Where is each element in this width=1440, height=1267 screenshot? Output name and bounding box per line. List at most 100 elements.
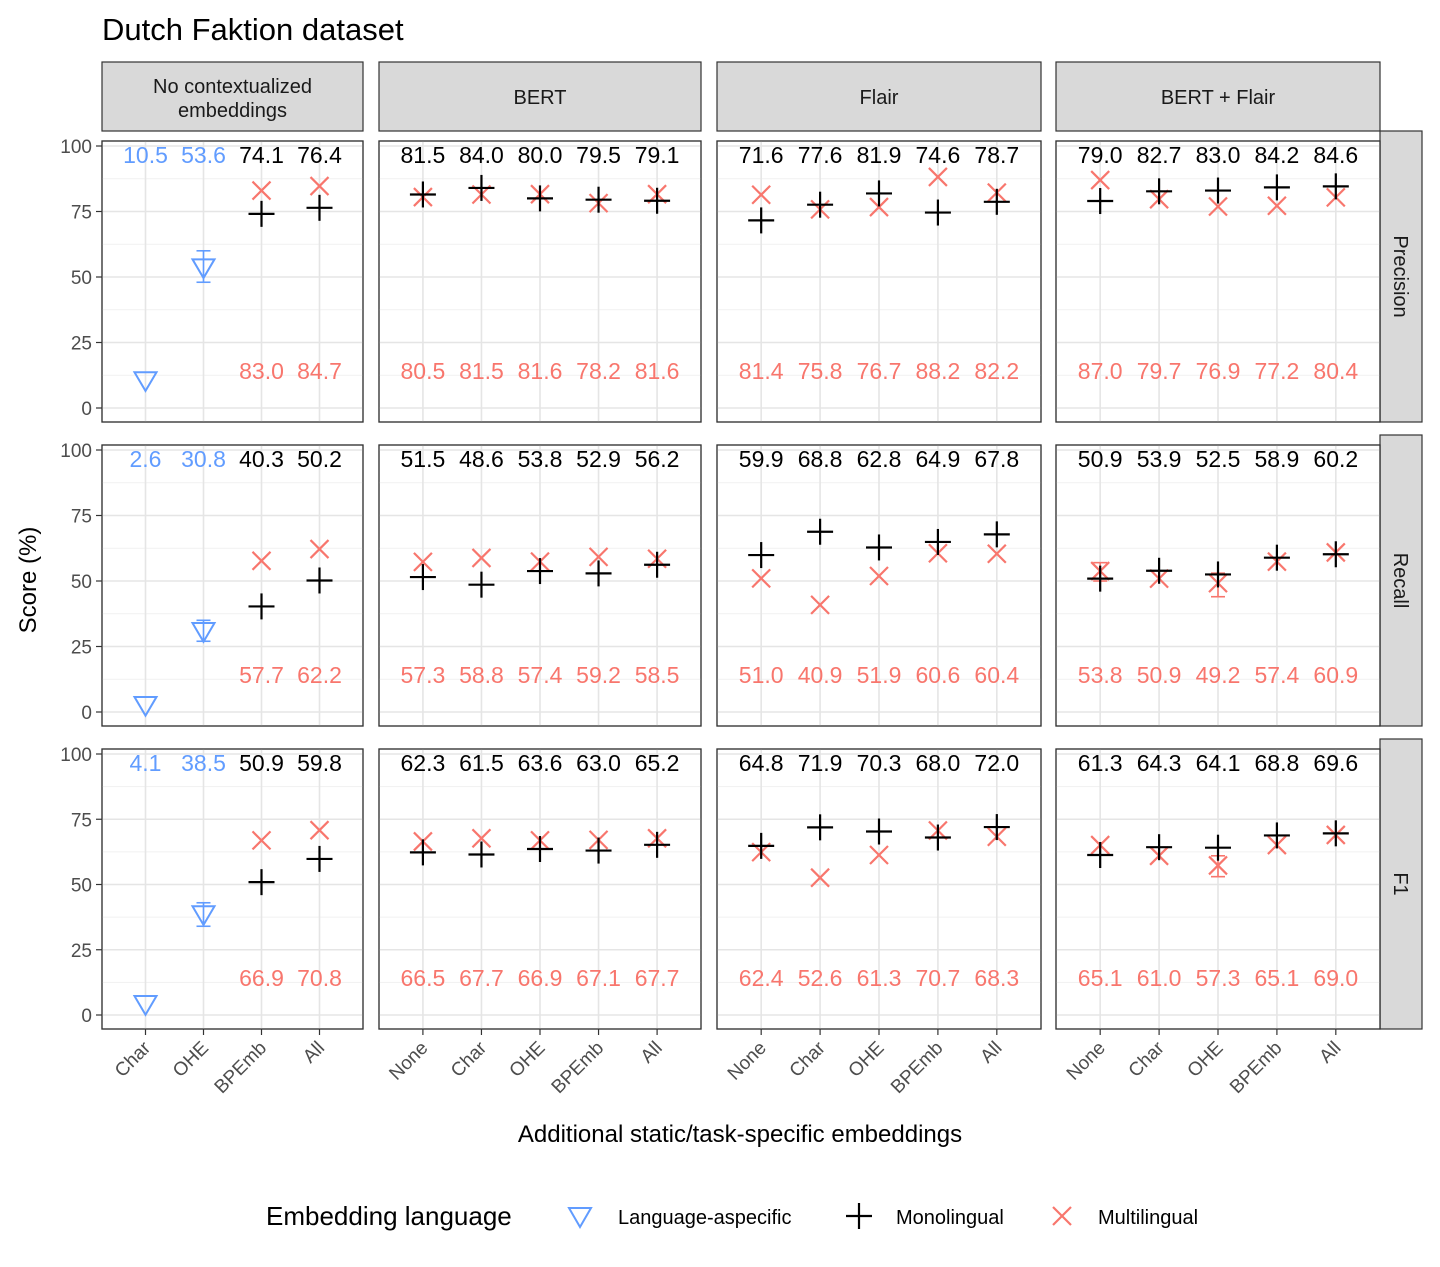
top-value-label: 50.9 [1078,446,1123,472]
bottom-value-label: 50.9 [1137,662,1182,688]
row-strip-label: Precision [1389,235,1411,317]
top-value-label: 50.9 [239,750,284,776]
x-tick-label: BPEmb [1226,1038,1286,1098]
bottom-value-label: 88.2 [916,358,961,384]
x-tick-label: None [1063,1038,1110,1085]
legend-multilingual-label: Multilingual [1098,1207,1198,1229]
x-tick-label: All [1316,1038,1346,1068]
bottom-value-label: 76.7 [857,358,902,384]
bottom-value-label: 49.2 [1196,662,1241,688]
column-strip-1: BERT [378,61,702,132]
legend-language-aspecific-icon [567,1207,593,1229]
row-strip-f1: F1 [1379,738,1423,1030]
x-tick-label: All [977,1038,1007,1068]
y-axis-title: Score (%) [15,527,42,634]
bottom-value-label: 52.6 [798,965,843,991]
bottom-value-label: 60.4 [974,662,1019,688]
top-value-label: 48.6 [459,446,504,472]
top-value-label: 59.8 [297,750,342,776]
panel-border [378,140,702,423]
panel-2-recall: 59.9 51.0 68.8 40.9 62.8 51.9 64.9 60.6 67.8 60.4 [716,444,1042,727]
bottom-value-label: 66.5 [401,965,446,991]
panel-0-precision: 0 25 50 75 100 10.5 53.6 74.1 83.0 76.4 84.7 [60,137,364,423]
bottom-value-label: 87.0 [1078,358,1123,384]
y-tick-label: 50 [71,268,92,289]
y-tick-label: 75 [71,810,92,831]
bottom-value-label: 68.3 [974,965,1019,991]
multilingual-point-b [1208,855,1228,876]
bottom-value-label: 80.5 [401,358,446,384]
top-value-label: 74.1 [239,142,284,168]
bottom-value-label: 53.8 [1078,662,1123,688]
top-value-label: 79.0 [1078,142,1123,168]
language-aspecific-point [132,995,159,1017]
column-strip-2: Flair [716,61,1042,132]
bottom-value-label: 67.7 [459,965,504,991]
multilingual-point-b [810,867,830,888]
y-tick-label: 50 [71,572,92,593]
top-value-label: 79.1 [635,142,680,168]
x-tick-label: OHE [169,1038,213,1082]
column-strip-label: No contextualized [153,76,312,98]
panel-3-recall: 50.9 53.8 53.9 50.9 52.5 49.2 58.9 57.4 60.2 60.9 [1055,444,1381,727]
x-tick-label: BPEmb [887,1038,947,1098]
top-value-label: 84.2 [1255,142,1300,168]
multilingual-point-b [869,197,889,217]
top-value-label: 53.9 [1137,446,1182,472]
bottom-value-label: 76.9 [1196,358,1241,384]
bottom-value-label: 82.2 [974,358,1019,384]
legend-title: Embedding language [266,1201,512,1231]
x-tick-label: All [299,1038,329,1068]
multilingual-point-b [251,180,272,201]
top-value-label: 4.1 [130,750,162,776]
bottom-value-label: 84.7 [297,358,342,384]
bottom-value-label: 79.7 [1137,358,1182,384]
row-strip-precision: Precision [1379,130,1423,423]
y-tick-label: 0 [81,703,92,724]
multilingual-point-b [751,184,771,205]
top-value-label: 63.0 [576,750,621,776]
legend: Embedding language Language-aspecific Mono… [266,1201,1198,1231]
x-tick-label: Char [111,1037,155,1081]
bottom-value-label: 58.5 [635,662,680,688]
top-value-label: 84.6 [1313,142,1358,168]
language-aspecific-point [132,371,159,393]
top-value-label: 83.0 [1196,142,1241,168]
multilingual-point-b [251,830,272,851]
language-aspecific-point [190,258,217,280]
row-strip-recall: Recall [1379,434,1423,727]
bottom-value-label: 57.3 [1196,965,1241,991]
x-tick-label: BPEmb [548,1038,608,1098]
multilingual-point-b [1090,170,1110,190]
panel-border [716,140,1042,423]
top-value-label: 56.2 [635,446,680,472]
top-value-label: 64.3 [1137,750,1182,776]
top-value-label: 30.8 [181,446,226,472]
top-value-label: 2.6 [130,446,162,472]
top-value-label: 60.2 [1313,446,1358,472]
bottom-value-label: 60.6 [916,662,961,688]
bottom-value-label: 81.5 [459,358,504,384]
top-value-label: 51.5 [401,446,446,472]
column-strip-box [378,61,702,132]
bottom-value-label: 81.6 [518,358,563,384]
y-tick-label: 0 [81,1006,92,1027]
top-value-label: 76.4 [297,142,342,168]
top-value-label: 53.8 [518,446,563,472]
row-strip-label: F1 [1389,872,1411,895]
multilingual-point-b [869,845,889,865]
panel-3-precision: 79.0 87.0 82.7 79.7 83.0 76.9 84.2 77.2 84.6 80.4 [1055,140,1381,423]
column-strip-label: BERT [514,87,567,109]
top-value-label: 62.3 [401,750,446,776]
x-tick-label: OHE [845,1038,889,1082]
x-tick-label: Char [1125,1037,1169,1081]
bottom-value-label: 60.9 [1313,662,1358,688]
multilingual-point-b [869,566,889,586]
top-value-label: 81.5 [401,142,446,168]
x-tick-label: BPEmb [211,1038,271,1098]
top-value-label: 71.9 [798,750,843,776]
